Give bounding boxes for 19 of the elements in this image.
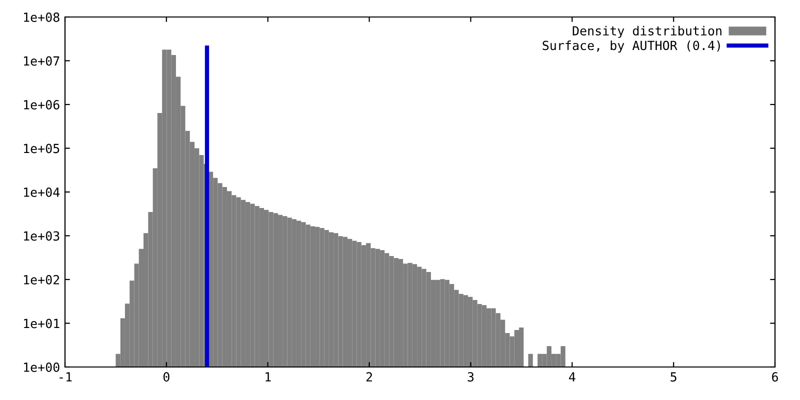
y-tick-label: 1e+04 — [24, 188, 60, 197]
legend-label: Surface, by AUTHOR (0.4) — [542, 40, 720, 53]
x-tick-label: 0 — [163, 372, 170, 382]
x-tick-label: 4 — [569, 372, 576, 382]
y-tick-label: 1e+01 — [24, 318, 60, 328]
x-tick-label: 3 — [468, 372, 474, 382]
x-tick-label: 2 — [366, 372, 372, 382]
y-tick-label: 1e+05 — [24, 144, 60, 154]
y-tick-label: 1e+00 — [24, 362, 60, 372]
x-tick-label: 5 — [670, 372, 676, 382]
x-tick-label: 6 — [772, 372, 778, 382]
y-tick-label: 1e+07 — [24, 56, 60, 66]
y-tick-label: 1e+06 — [24, 100, 60, 110]
x-tick-label: 1 — [266, 372, 271, 382]
y-tick-label: 1e+02 — [24, 275, 60, 284]
y-tick-label: 1e+03 — [24, 231, 60, 241]
x-tick-label: -1 — [60, 372, 72, 382]
y-tick-label: 1e+08 — [24, 12, 60, 22]
legend-label: Density distribution — [572, 26, 722, 38]
